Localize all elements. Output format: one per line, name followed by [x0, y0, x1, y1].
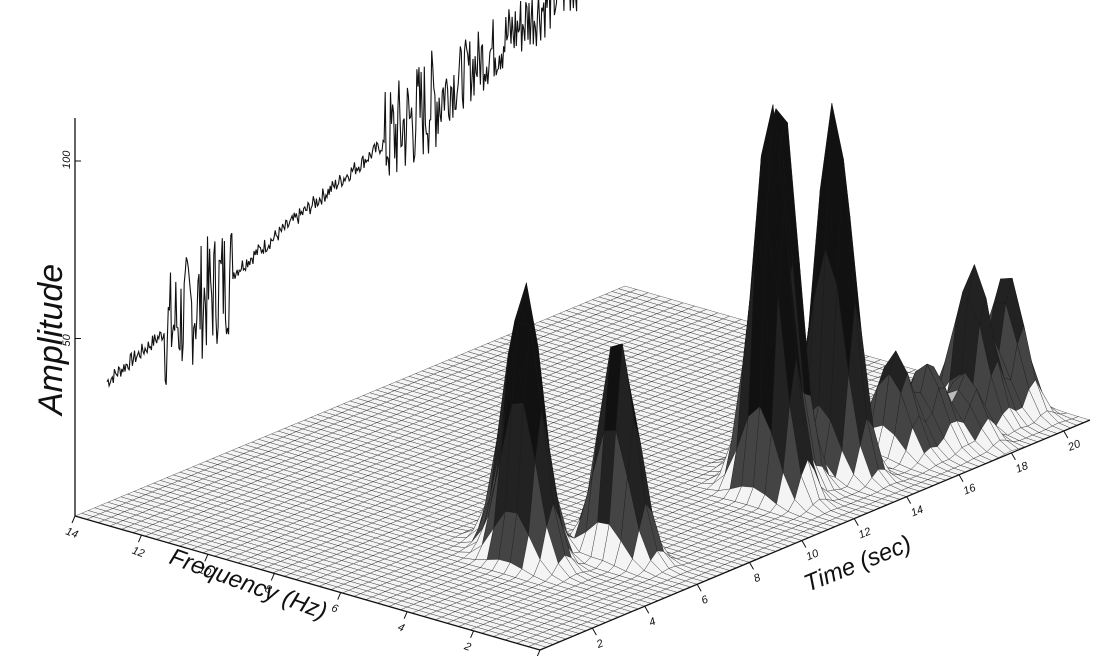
time-tick: [1063, 430, 1069, 439]
time-tick-label: 8: [752, 571, 763, 585]
time-tick: [906, 496, 912, 504]
time-axis-line: [539, 419, 1091, 651]
amplitude-tick-label: 100: [61, 150, 73, 169]
time-tick-label: 10: [805, 547, 822, 563]
amplitude-axis-title: Amplitude: [32, 264, 70, 417]
time-tick-label: 14: [909, 504, 925, 520]
time-tick-label: 18: [1014, 460, 1031, 476]
frequency-tick: [470, 630, 475, 639]
frequency-tick-label: 14: [64, 526, 80, 541]
frequency-tick: [204, 554, 209, 562]
time-tick-label: 6: [700, 593, 711, 607]
time-tick-label: 4: [647, 616, 657, 629]
frequency-tick: [270, 573, 275, 581]
amplitude-trace-line: [106, 0, 578, 389]
time-tick: [749, 562, 754, 570]
time-tick: [958, 474, 964, 483]
time-tick: [801, 540, 807, 548]
amplitude-ticks: 50 100: [61, 150, 81, 347]
time-tick: [591, 627, 597, 636]
amplitude-trace: [106, 0, 578, 389]
frequency-axis-line: [74, 515, 541, 651]
frequency-tick-label: 6: [330, 602, 341, 616]
frequency-tick: [137, 534, 142, 543]
amplitude-tick-label: 50: [61, 333, 73, 346]
frequency-tick-label: 4: [396, 621, 406, 634]
frequency-tick: [71, 515, 76, 524]
frequency-tick: [403, 611, 408, 619]
time-ticks: 2 4 6 8 10 12 14 16 18 20: [591, 430, 1084, 651]
frequency-tick-label: 12: [130, 545, 146, 560]
time-tick-label: 2: [594, 637, 605, 651]
spectrogram-surface: [74, 102, 1091, 651]
time-tick: [1010, 452, 1016, 461]
frequency-tick-label: 10: [197, 564, 213, 580]
time-tick: [853, 518, 859, 526]
time-tick-label: 20: [1066, 438, 1084, 454]
time-axis-title: Time (sec): [800, 530, 915, 597]
frequency-tick: [337, 592, 342, 600]
frequency-tick-label: 2: [462, 640, 473, 654]
frequency-tick-label: 8: [263, 583, 274, 597]
time-tick-label: 12: [857, 526, 873, 542]
time-tick: [696, 584, 702, 592]
time-tick-label: 16: [962, 482, 979, 498]
frequency-tick: [536, 649, 541, 656]
time-tick: [644, 605, 650, 614]
